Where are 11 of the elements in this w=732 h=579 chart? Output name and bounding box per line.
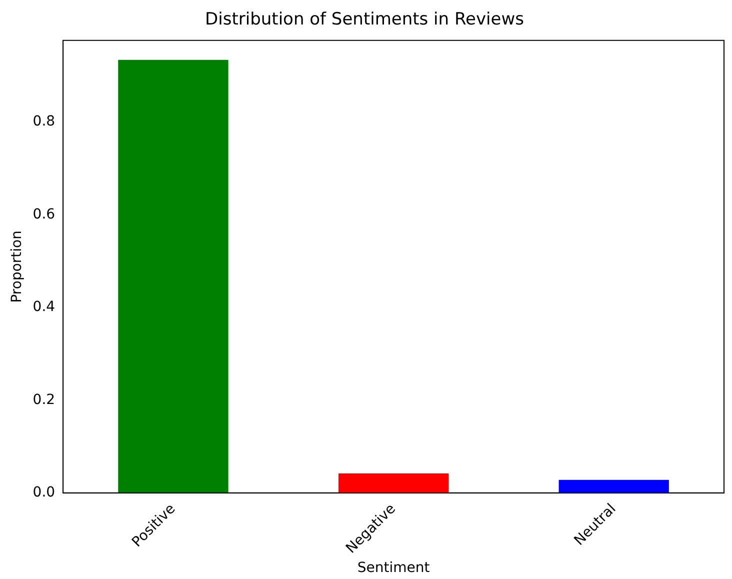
bar (558, 480, 669, 493)
bar (118, 60, 228, 493)
chart-title: Distribution of Sentiments in Reviews (205, 10, 524, 30)
y-tick-label: 0.8 (32, 114, 56, 130)
x-axis-title: Sentiment (357, 560, 430, 576)
y-tick-label: 0.0 (32, 484, 56, 501)
y-tick-label: 0.4 (32, 299, 56, 316)
y-tick-label: 0.2 (32, 392, 56, 408)
y-axis-title: Proportion (9, 230, 26, 303)
y-tick-label: 0.6 (32, 206, 56, 222)
bar (338, 473, 449, 493)
